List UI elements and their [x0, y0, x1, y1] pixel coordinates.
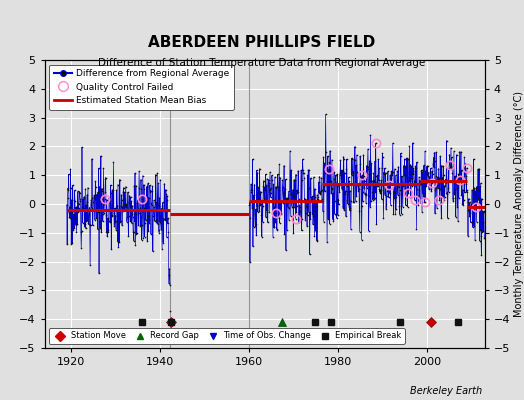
- Text: ABERDEEN PHILLIPS FIELD: ABERDEEN PHILLIPS FIELD: [148, 35, 376, 50]
- Y-axis label: Monthly Temperature Anomaly Difference (°C): Monthly Temperature Anomaly Difference (…: [515, 91, 524, 317]
- Text: Berkeley Earth: Berkeley Earth: [410, 386, 482, 396]
- Legend: Station Move, Record Gap, Time of Obs. Change, Empirical Break: Station Move, Record Gap, Time of Obs. C…: [49, 328, 405, 344]
- Text: Difference of Station Temperature Data from Regional Average: Difference of Station Temperature Data f…: [99, 58, 425, 68]
